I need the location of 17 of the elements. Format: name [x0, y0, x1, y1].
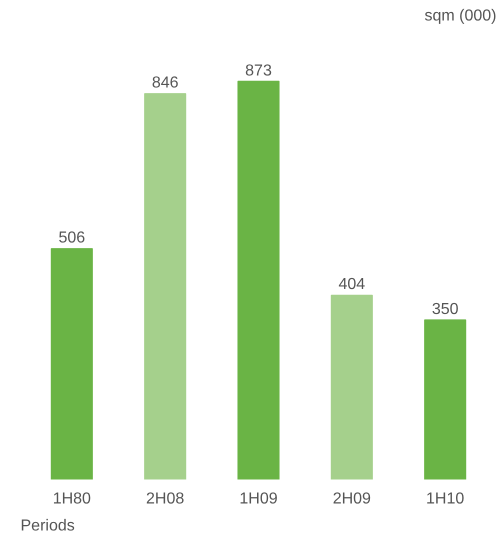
bar [144, 93, 186, 480]
bar [424, 319, 466, 480]
data-label: 846 [152, 74, 179, 92]
bar [330, 294, 373, 480]
x-tick-label: 1H80 [52, 490, 92, 508]
data-label: 506 [58, 230, 86, 247]
x-tick-label: 1H10 [426, 490, 464, 508]
data-label: 873 [245, 62, 272, 80]
bar [50, 248, 93, 480]
x-tick-label: 2H08 [146, 490, 184, 508]
x-tick-label: 2H09 [332, 490, 372, 508]
data-label: 404 [338, 276, 366, 294]
data-label: 350 [432, 300, 459, 318]
x-tick-label: 1H09 [239, 490, 278, 508]
y-axis-title: sqm (000) [424, 8, 497, 24]
x-axis-title: Periods [20, 518, 75, 534]
bar [237, 80, 280, 480]
